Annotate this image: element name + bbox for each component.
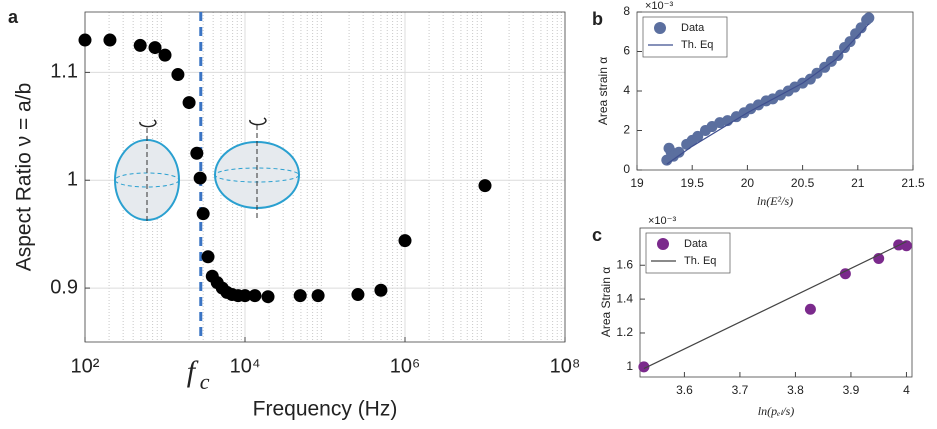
- data-point: [182, 96, 196, 110]
- x-tick-label: 10²: [71, 355, 100, 377]
- data-point: [839, 268, 851, 280]
- panel-label: c: [592, 225, 602, 245]
- y-tick-label: 1.2: [616, 325, 633, 339]
- y-tick-label: 6: [623, 44, 630, 58]
- data-point: [863, 12, 875, 24]
- data-point: [293, 289, 307, 303]
- cutoff-subscript: c: [200, 369, 210, 394]
- y-tick-label: 1.1: [50, 61, 78, 83]
- legend-label: Data: [681, 22, 705, 34]
- x-tick-label: 10⁴: [230, 355, 261, 377]
- y-tick-label: 1.6: [616, 257, 633, 271]
- x-axis-label: ln(pₑₗ/s): [758, 404, 794, 418]
- data-point: [311, 289, 325, 303]
- x-tick-label: 21.5: [901, 176, 925, 190]
- chart-panel: 19 19.5 20 20.5 21 21.5 0 2 4 6 8 b ln(E²/s) Area str…: [592, 0, 925, 208]
- y-tick-label: 1.4: [616, 291, 633, 305]
- data-point: [832, 49, 844, 61]
- fit-line: [666, 23, 870, 165]
- y-tick-label: 0.9: [50, 276, 78, 298]
- legend-swatch: [654, 22, 666, 34]
- data-point: [171, 68, 185, 82]
- x-axis-label: ln(E²/s): [757, 194, 793, 208]
- x-tick-label: 20: [741, 176, 755, 190]
- rotation-arrow: [249, 117, 267, 126]
- data-point: [201, 250, 215, 264]
- y-tick-label: 4: [623, 83, 630, 97]
- x-tick-label: 19: [630, 176, 644, 190]
- y-tick-label: 1: [67, 169, 78, 191]
- plot-frame: [639, 227, 913, 378]
- data-point: [692, 130, 704, 142]
- x-tick-label: 10⁸: [550, 355, 581, 377]
- legend-label: Data: [684, 238, 708, 250]
- legend-label: Th. Eq: [684, 255, 716, 267]
- y-axis-label: Aspect Ratio ν = a/b: [13, 83, 36, 272]
- chart-panel: 10² 10⁴ 10⁶ 10⁸ 0.9 1 1.1 a Frequency (Hz) Aspect…: [8, 7, 580, 421]
- x-tick-label: 10⁶: [390, 355, 420, 377]
- data-point: [673, 146, 685, 158]
- data-point: [261, 290, 275, 304]
- data-point: [193, 171, 207, 185]
- data-point: [351, 288, 365, 302]
- x-tick-label: 21: [851, 176, 865, 190]
- x-tick-label: 3.9: [843, 383, 860, 397]
- axis-exponent: ×10⁻³: [648, 215, 676, 227]
- data-point: [148, 41, 162, 55]
- data-point: [804, 303, 816, 315]
- data-point: [133, 38, 147, 52]
- plot-frame: [84, 11, 566, 343]
- data-point: [78, 33, 92, 47]
- cutoff-label: f: [187, 355, 199, 388]
- y-tick-label: 2: [623, 123, 630, 137]
- x-tick-label: 4: [903, 383, 910, 397]
- y-axis-label: Area strain α: [596, 57, 610, 125]
- axis-exponent: ×10⁻³: [645, 0, 673, 12]
- data-point: [238, 289, 252, 303]
- rotation-arrow: [139, 119, 157, 128]
- y-tick-label: 8: [623, 4, 630, 18]
- data-point: [103, 33, 117, 47]
- legend-label: Th. Eq: [681, 39, 713, 51]
- y-axis-label: Area Strain α: [599, 267, 613, 337]
- x-tick-label: 3.8: [787, 383, 804, 397]
- panel-label: b: [592, 9, 603, 29]
- data-point: [478, 179, 492, 193]
- data-point: [638, 361, 650, 373]
- x-axis-label: Frequency (Hz): [253, 398, 398, 421]
- legend-swatch: [657, 238, 669, 250]
- panel-label: a: [8, 7, 19, 27]
- data-point: [248, 289, 262, 303]
- data-point: [398, 234, 412, 248]
- cell-illustrations: [114, 117, 300, 222]
- y-tick-label: 0: [623, 162, 630, 176]
- x-tick-label: 20.5: [791, 176, 815, 190]
- x-tick-label: 3.7: [732, 383, 749, 397]
- data-point: [190, 146, 204, 160]
- data-point: [855, 22, 867, 34]
- x-tick-label: 3.6: [676, 383, 693, 397]
- data-point: [374, 283, 388, 297]
- chart-panel: 3.6 3.7 3.8 3.9 4 1 1.2 1.4 1.6 c ln(pₑₗ/s) Area St…: [592, 215, 913, 418]
- x-tick-label: 19.5: [681, 176, 705, 190]
- y-tick-label: 1: [626, 359, 633, 373]
- data-point: [158, 48, 172, 62]
- data-point: [844, 36, 856, 48]
- fit-line: [643, 241, 907, 370]
- data-point: [196, 207, 210, 221]
